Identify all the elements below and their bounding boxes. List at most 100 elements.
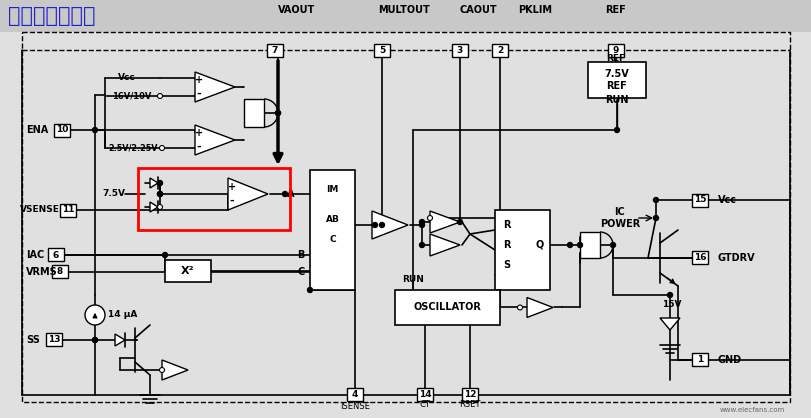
Polygon shape — [659, 318, 679, 330]
Bar — [579, 232, 599, 258]
Polygon shape — [195, 72, 234, 102]
Polygon shape — [430, 211, 460, 233]
Text: RUN: RUN — [604, 95, 628, 105]
Text: VSENSE: VSENSE — [20, 206, 60, 214]
Circle shape — [667, 293, 672, 298]
Text: 9: 9 — [612, 46, 619, 54]
Circle shape — [85, 305, 105, 325]
Text: AB: AB — [325, 216, 339, 224]
Circle shape — [567, 242, 572, 247]
Polygon shape — [228, 178, 268, 210]
Text: 电压误差放大器: 电压误差放大器 — [8, 6, 96, 26]
Circle shape — [517, 305, 521, 310]
Bar — [394, 290, 500, 325]
Polygon shape — [430, 234, 460, 256]
Text: ISENSE: ISENSE — [340, 403, 370, 411]
Circle shape — [419, 219, 424, 224]
Bar — [310, 170, 354, 290]
Bar — [48, 248, 64, 262]
Text: 14: 14 — [418, 390, 431, 400]
Text: +: + — [228, 182, 236, 192]
Bar — [0, 0, 811, 32]
Text: GTDRV: GTDRV — [717, 253, 755, 263]
Circle shape — [159, 145, 165, 150]
Circle shape — [157, 181, 162, 186]
Circle shape — [653, 216, 658, 221]
Circle shape — [157, 191, 162, 196]
Text: 15: 15 — [693, 196, 706, 204]
Circle shape — [92, 337, 97, 342]
Text: www.elecfans.com: www.elecfans.com — [719, 407, 784, 413]
Circle shape — [275, 110, 280, 115]
Circle shape — [275, 110, 280, 115]
Circle shape — [653, 197, 658, 202]
Text: +: + — [195, 128, 203, 138]
Text: REF: REF — [606, 54, 624, 63]
Text: 4: 4 — [351, 390, 358, 400]
Bar — [46, 334, 62, 347]
Bar — [417, 388, 432, 402]
Text: 16: 16 — [693, 253, 706, 263]
Text: REF: REF — [606, 81, 627, 91]
Bar — [491, 43, 508, 56]
Text: S: S — [502, 260, 509, 270]
Text: OSCILLATOR: OSCILLATOR — [413, 303, 481, 313]
Text: 14 µA: 14 µA — [108, 311, 137, 319]
Polygon shape — [526, 298, 552, 318]
Text: MULTOUT: MULTOUT — [378, 5, 429, 15]
Text: IM: IM — [326, 186, 338, 194]
Circle shape — [162, 252, 167, 257]
Text: 1: 1 — [696, 355, 702, 364]
Circle shape — [419, 222, 424, 227]
Text: CAOUT: CAOUT — [460, 5, 497, 15]
Polygon shape — [195, 125, 234, 155]
Text: 16V/10V: 16V/10V — [112, 92, 151, 100]
Text: 12: 12 — [463, 390, 476, 400]
Circle shape — [307, 288, 312, 293]
Circle shape — [372, 222, 377, 227]
Text: 10: 10 — [56, 125, 68, 135]
Circle shape — [92, 337, 97, 342]
Text: R: R — [502, 240, 510, 250]
Text: 13: 13 — [48, 336, 60, 344]
Polygon shape — [115, 334, 125, 346]
Text: -: - — [196, 142, 201, 152]
Polygon shape — [150, 178, 158, 188]
Text: PKLIM: PKLIM — [517, 5, 551, 15]
Text: C: C — [328, 235, 336, 245]
Bar — [52, 265, 68, 278]
Text: Vcc: Vcc — [717, 195, 736, 205]
Text: R: R — [502, 220, 510, 230]
Text: -: - — [230, 196, 234, 206]
Text: -: - — [196, 89, 201, 99]
Bar — [60, 204, 76, 217]
Text: C: C — [298, 267, 305, 277]
Circle shape — [157, 94, 162, 99]
Text: 5: 5 — [379, 46, 384, 54]
Text: Q: Q — [535, 240, 543, 250]
Bar — [691, 194, 707, 206]
Bar — [607, 43, 623, 56]
Bar — [22, 32, 789, 402]
Circle shape — [159, 367, 165, 372]
Text: SS: SS — [26, 335, 40, 345]
Circle shape — [157, 204, 162, 209]
Circle shape — [379, 222, 384, 227]
Polygon shape — [150, 202, 158, 212]
Text: 7.5V: 7.5V — [604, 69, 629, 79]
Bar — [54, 123, 70, 137]
Circle shape — [610, 242, 615, 247]
Text: 2: 2 — [496, 46, 503, 54]
Circle shape — [577, 242, 581, 247]
Text: IAC: IAC — [26, 250, 44, 260]
Text: VAOUT: VAOUT — [277, 5, 315, 15]
Bar — [138, 168, 290, 230]
Bar — [691, 252, 707, 265]
Text: 8: 8 — [57, 268, 63, 276]
Text: 3: 3 — [457, 46, 462, 54]
Circle shape — [419, 242, 424, 247]
Polygon shape — [162, 360, 188, 380]
Circle shape — [157, 191, 162, 196]
Bar — [165, 260, 211, 282]
Bar — [243, 99, 264, 127]
